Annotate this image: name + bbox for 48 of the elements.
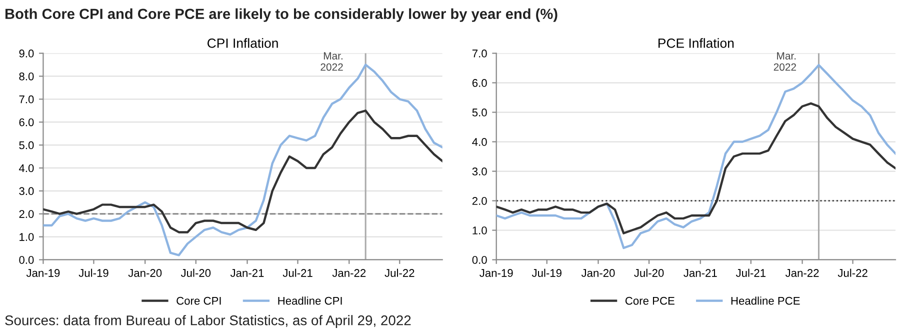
- y-tick-label: 3.0: [19, 187, 34, 196]
- y-tick-label: 8.0: [19, 72, 34, 80]
- line-series: [496, 102, 896, 234]
- y-tick-label: 2.0: [472, 197, 487, 205]
- x-tick-label: Jul-19: [532, 268, 562, 277]
- source-note: Sources: data from Bureau of Labor Statistics, as of April 29, 2022: [5, 315, 411, 328]
- chart-title: PCE Inflation: [658, 38, 734, 48]
- y-tick-label: 0.0: [19, 256, 34, 264]
- x-tick-label: Jul-20: [634, 268, 664, 277]
- y-tick-label: 3.0: [472, 168, 487, 176]
- x-tick-label: Jul-21: [736, 268, 766, 277]
- x-tick-label: Jan-22: [785, 269, 819, 277]
- y-tick-label: 7.0: [19, 95, 34, 104]
- x-tick-label: Jul-22: [384, 268, 414, 277]
- x-tick-label: Jan-22: [332, 269, 366, 277]
- x-tick-label: Jan-21: [230, 269, 264, 277]
- y-tick-label: 6.0: [19, 118, 34, 126]
- y-tick-label: 7.0: [472, 50, 487, 58]
- y-tick-label: 2.0: [19, 210, 34, 218]
- x-tick-label: Jan-21: [684, 269, 717, 277]
- y-tick-label: 1.0: [472, 226, 487, 234]
- y-tick-label: 0.0: [472, 256, 487, 264]
- chart-title: CPI Inflation: [208, 38, 278, 48]
- legend-label: Headline CPI: [278, 296, 342, 305]
- y-tick-label: 1.0: [20, 233, 34, 241]
- legend-label: Core CPI: [176, 296, 221, 305]
- x-tick-label: Jan-19: [26, 269, 60, 277]
- line-series: [43, 110, 442, 234]
- legend-label: Headline PCE: [731, 296, 800, 305]
- y-tick-label: 5.0: [472, 108, 487, 116]
- x-tick-label: Jul-19: [78, 268, 108, 277]
- text: Both Core CPI and Core PCE are likely to be considerably lower by year end (%): [5, 8, 558, 22]
- x-tick-label: Jul-20: [180, 268, 211, 277]
- ref-line-label: Mar. 2022: [320, 52, 343, 71]
- y-tick-label: 4.0: [472, 138, 487, 146]
- x-tick-label: Jan-19: [480, 269, 513, 277]
- ref-line-label: Mar. 2022: [774, 52, 796, 71]
- line-series: [43, 64, 442, 256]
- line-series: [496, 64, 896, 250]
- x-tick-label: Jan-20: [581, 269, 615, 277]
- x-tick-label: Jul-22: [838, 268, 868, 277]
- x-tick-label: Jan-20: [128, 269, 162, 277]
- y-tick-label: 6.0: [472, 79, 487, 87]
- y-tick-label: 9.0: [19, 50, 34, 58]
- legend-label: Core PCE: [625, 296, 674, 305]
- x-tick-label: Jul-21: [282, 268, 312, 277]
- y-tick-label: 5.0: [19, 141, 34, 150]
- y-tick-label: 4.0: [18, 164, 34, 172]
